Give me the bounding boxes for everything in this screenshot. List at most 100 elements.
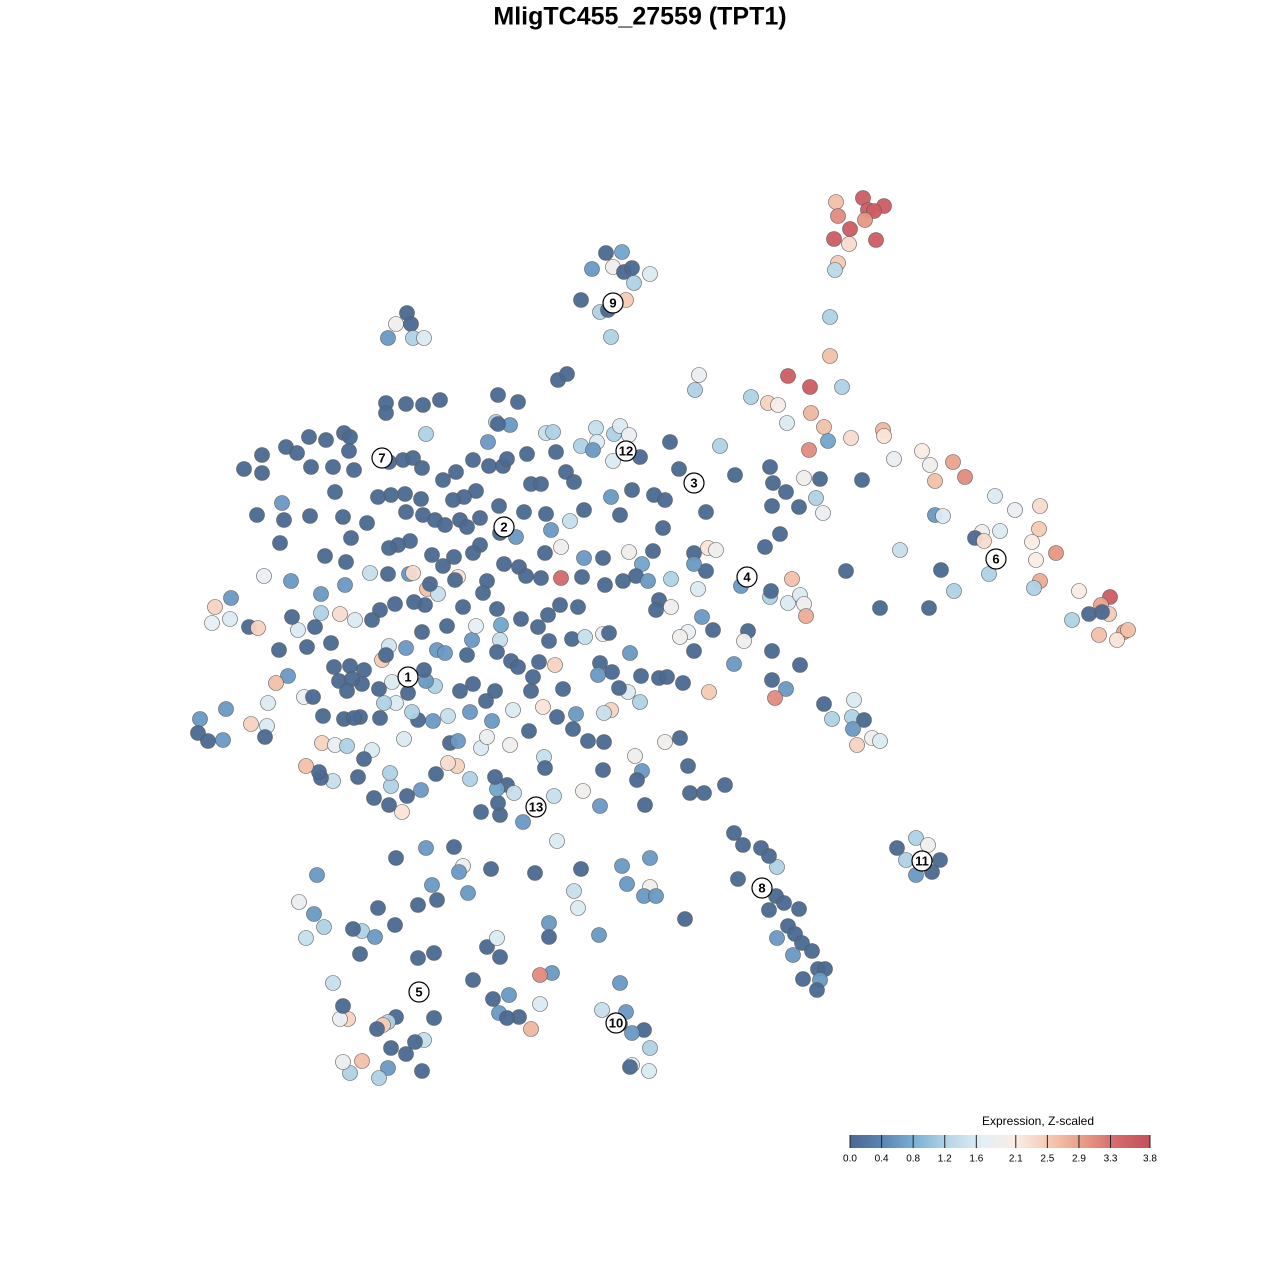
cell-point bbox=[394, 804, 410, 820]
cell-point bbox=[489, 601, 505, 617]
cell-point bbox=[629, 772, 645, 788]
colorbar-tick-label: 0.8 bbox=[906, 1154, 920, 1165]
cell-point bbox=[632, 694, 648, 710]
cell-point bbox=[426, 945, 442, 961]
cell-point bbox=[326, 659, 342, 675]
cell-point bbox=[359, 515, 375, 531]
cell-point bbox=[414, 624, 430, 640]
cell-point bbox=[342, 1065, 358, 1081]
cell-point bbox=[642, 850, 658, 866]
cell-point bbox=[552, 597, 568, 613]
cell-point bbox=[615, 573, 631, 589]
cell-point bbox=[459, 519, 475, 535]
cell-point bbox=[303, 459, 319, 475]
cluster-label-badge bbox=[493, 516, 515, 538]
colorbar-tick-label: 1.2 bbox=[938, 1154, 952, 1165]
cell-point bbox=[400, 685, 416, 701]
cell-point bbox=[576, 502, 592, 518]
cluster-label-badge bbox=[683, 472, 705, 494]
cell-point bbox=[726, 825, 742, 841]
cell-point bbox=[383, 778, 399, 794]
cell-point bbox=[496, 556, 512, 572]
cell-point bbox=[342, 658, 358, 674]
cell-point bbox=[450, 733, 466, 749]
cell-point bbox=[439, 618, 455, 634]
cell-point bbox=[403, 316, 419, 332]
cell-point bbox=[413, 782, 429, 798]
cell-point bbox=[410, 897, 426, 913]
cell-point bbox=[624, 260, 640, 276]
cluster-label-badge bbox=[985, 548, 1007, 570]
cell-point bbox=[317, 548, 333, 564]
cell-point bbox=[485, 991, 501, 1007]
cell-point bbox=[447, 572, 463, 588]
cell-point bbox=[339, 683, 355, 699]
cell-point bbox=[383, 1040, 399, 1056]
cell-point bbox=[468, 618, 484, 634]
cell-point bbox=[523, 683, 539, 699]
cell-point bbox=[671, 461, 687, 477]
cell-point bbox=[435, 472, 451, 488]
cell-point bbox=[301, 429, 317, 445]
cell-point bbox=[764, 643, 780, 659]
cell-point bbox=[546, 788, 562, 804]
cell-point bbox=[271, 642, 287, 658]
cell-point bbox=[565, 721, 581, 737]
cell-point bbox=[309, 867, 325, 883]
cell-point bbox=[416, 330, 432, 346]
cell-point bbox=[464, 632, 480, 648]
cell-point bbox=[465, 545, 481, 561]
cluster-label: 11 bbox=[915, 853, 929, 868]
cell-point bbox=[541, 929, 557, 945]
cell-point bbox=[499, 1010, 515, 1026]
cell-point bbox=[490, 387, 506, 403]
cell-point bbox=[1024, 534, 1040, 550]
cell-point bbox=[545, 424, 561, 440]
cell-point bbox=[792, 657, 808, 673]
cell-point bbox=[432, 392, 448, 408]
cell-point bbox=[854, 472, 870, 488]
cell-point bbox=[192, 711, 208, 727]
cell-point bbox=[429, 892, 445, 908]
cell-point bbox=[559, 366, 575, 382]
cell-point bbox=[872, 733, 888, 749]
cell-point bbox=[573, 292, 589, 308]
cell-point bbox=[946, 583, 962, 599]
cell-point bbox=[422, 576, 438, 592]
cluster-label: 9 bbox=[609, 295, 616, 310]
cell-point bbox=[276, 512, 292, 528]
cell-point bbox=[479, 729, 495, 745]
cluster-label-badge bbox=[408, 981, 430, 1003]
cell-point bbox=[772, 526, 788, 542]
cluster-label-badge bbox=[525, 796, 547, 818]
colorbar-tick-label: 2.9 bbox=[1072, 1154, 1086, 1165]
cell-point bbox=[598, 245, 614, 261]
cell-point bbox=[356, 751, 372, 767]
cell-point bbox=[396, 731, 412, 747]
cell-point bbox=[648, 602, 664, 618]
cell-point bbox=[346, 462, 362, 478]
cell-point bbox=[490, 795, 506, 811]
cell-point bbox=[382, 765, 398, 781]
cell-point bbox=[614, 244, 630, 260]
cell-point bbox=[346, 710, 362, 726]
cell-point bbox=[347, 612, 363, 628]
cell-point bbox=[283, 573, 299, 589]
cell-point bbox=[254, 447, 270, 463]
cell-point bbox=[612, 507, 628, 523]
cell-point bbox=[510, 394, 526, 410]
cell-point bbox=[513, 611, 529, 627]
cluster-label: 8 bbox=[758, 880, 765, 895]
colorbar-tick-label: 0.0 bbox=[843, 1154, 857, 1165]
cell-point bbox=[687, 382, 703, 398]
cell-point bbox=[726, 656, 742, 672]
cell-point bbox=[849, 737, 865, 753]
cell-point bbox=[406, 594, 422, 610]
cell-point bbox=[1007, 502, 1023, 518]
cell-point bbox=[426, 1010, 442, 1026]
cell-point bbox=[345, 921, 361, 937]
cell-point bbox=[414, 460, 430, 476]
cell-point bbox=[243, 716, 259, 732]
cell-point bbox=[841, 236, 857, 252]
